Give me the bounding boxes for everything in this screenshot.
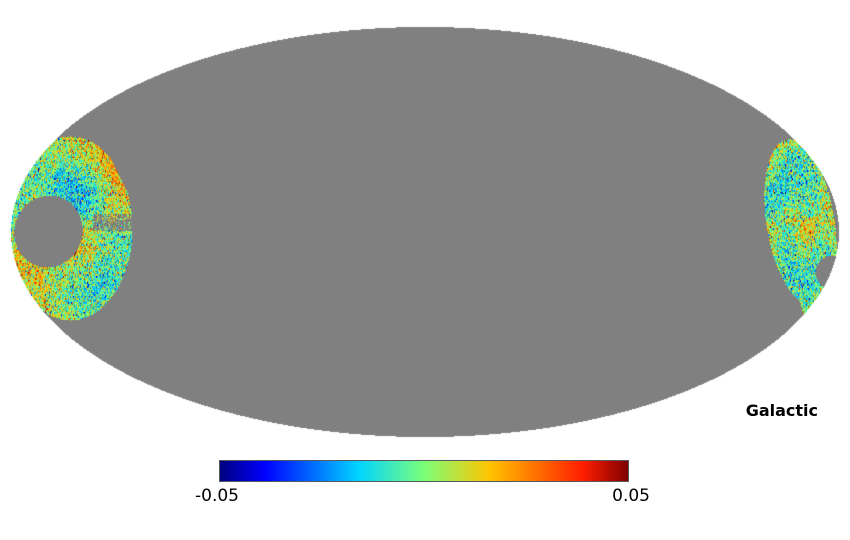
colorbar-min-label: -0.05 (195, 486, 239, 506)
mollweide-projection-canvas[interactable] (0, 0, 850, 450)
colorbar-gradient[interactable] (219, 460, 629, 482)
colorbar-max-label: 0.05 (612, 486, 650, 506)
coordinate-system-label: Galactic (745, 401, 818, 420)
colorbar[interactable]: -0.05 0.05 (195, 460, 650, 510)
sky-map[interactable] (0, 0, 850, 450)
